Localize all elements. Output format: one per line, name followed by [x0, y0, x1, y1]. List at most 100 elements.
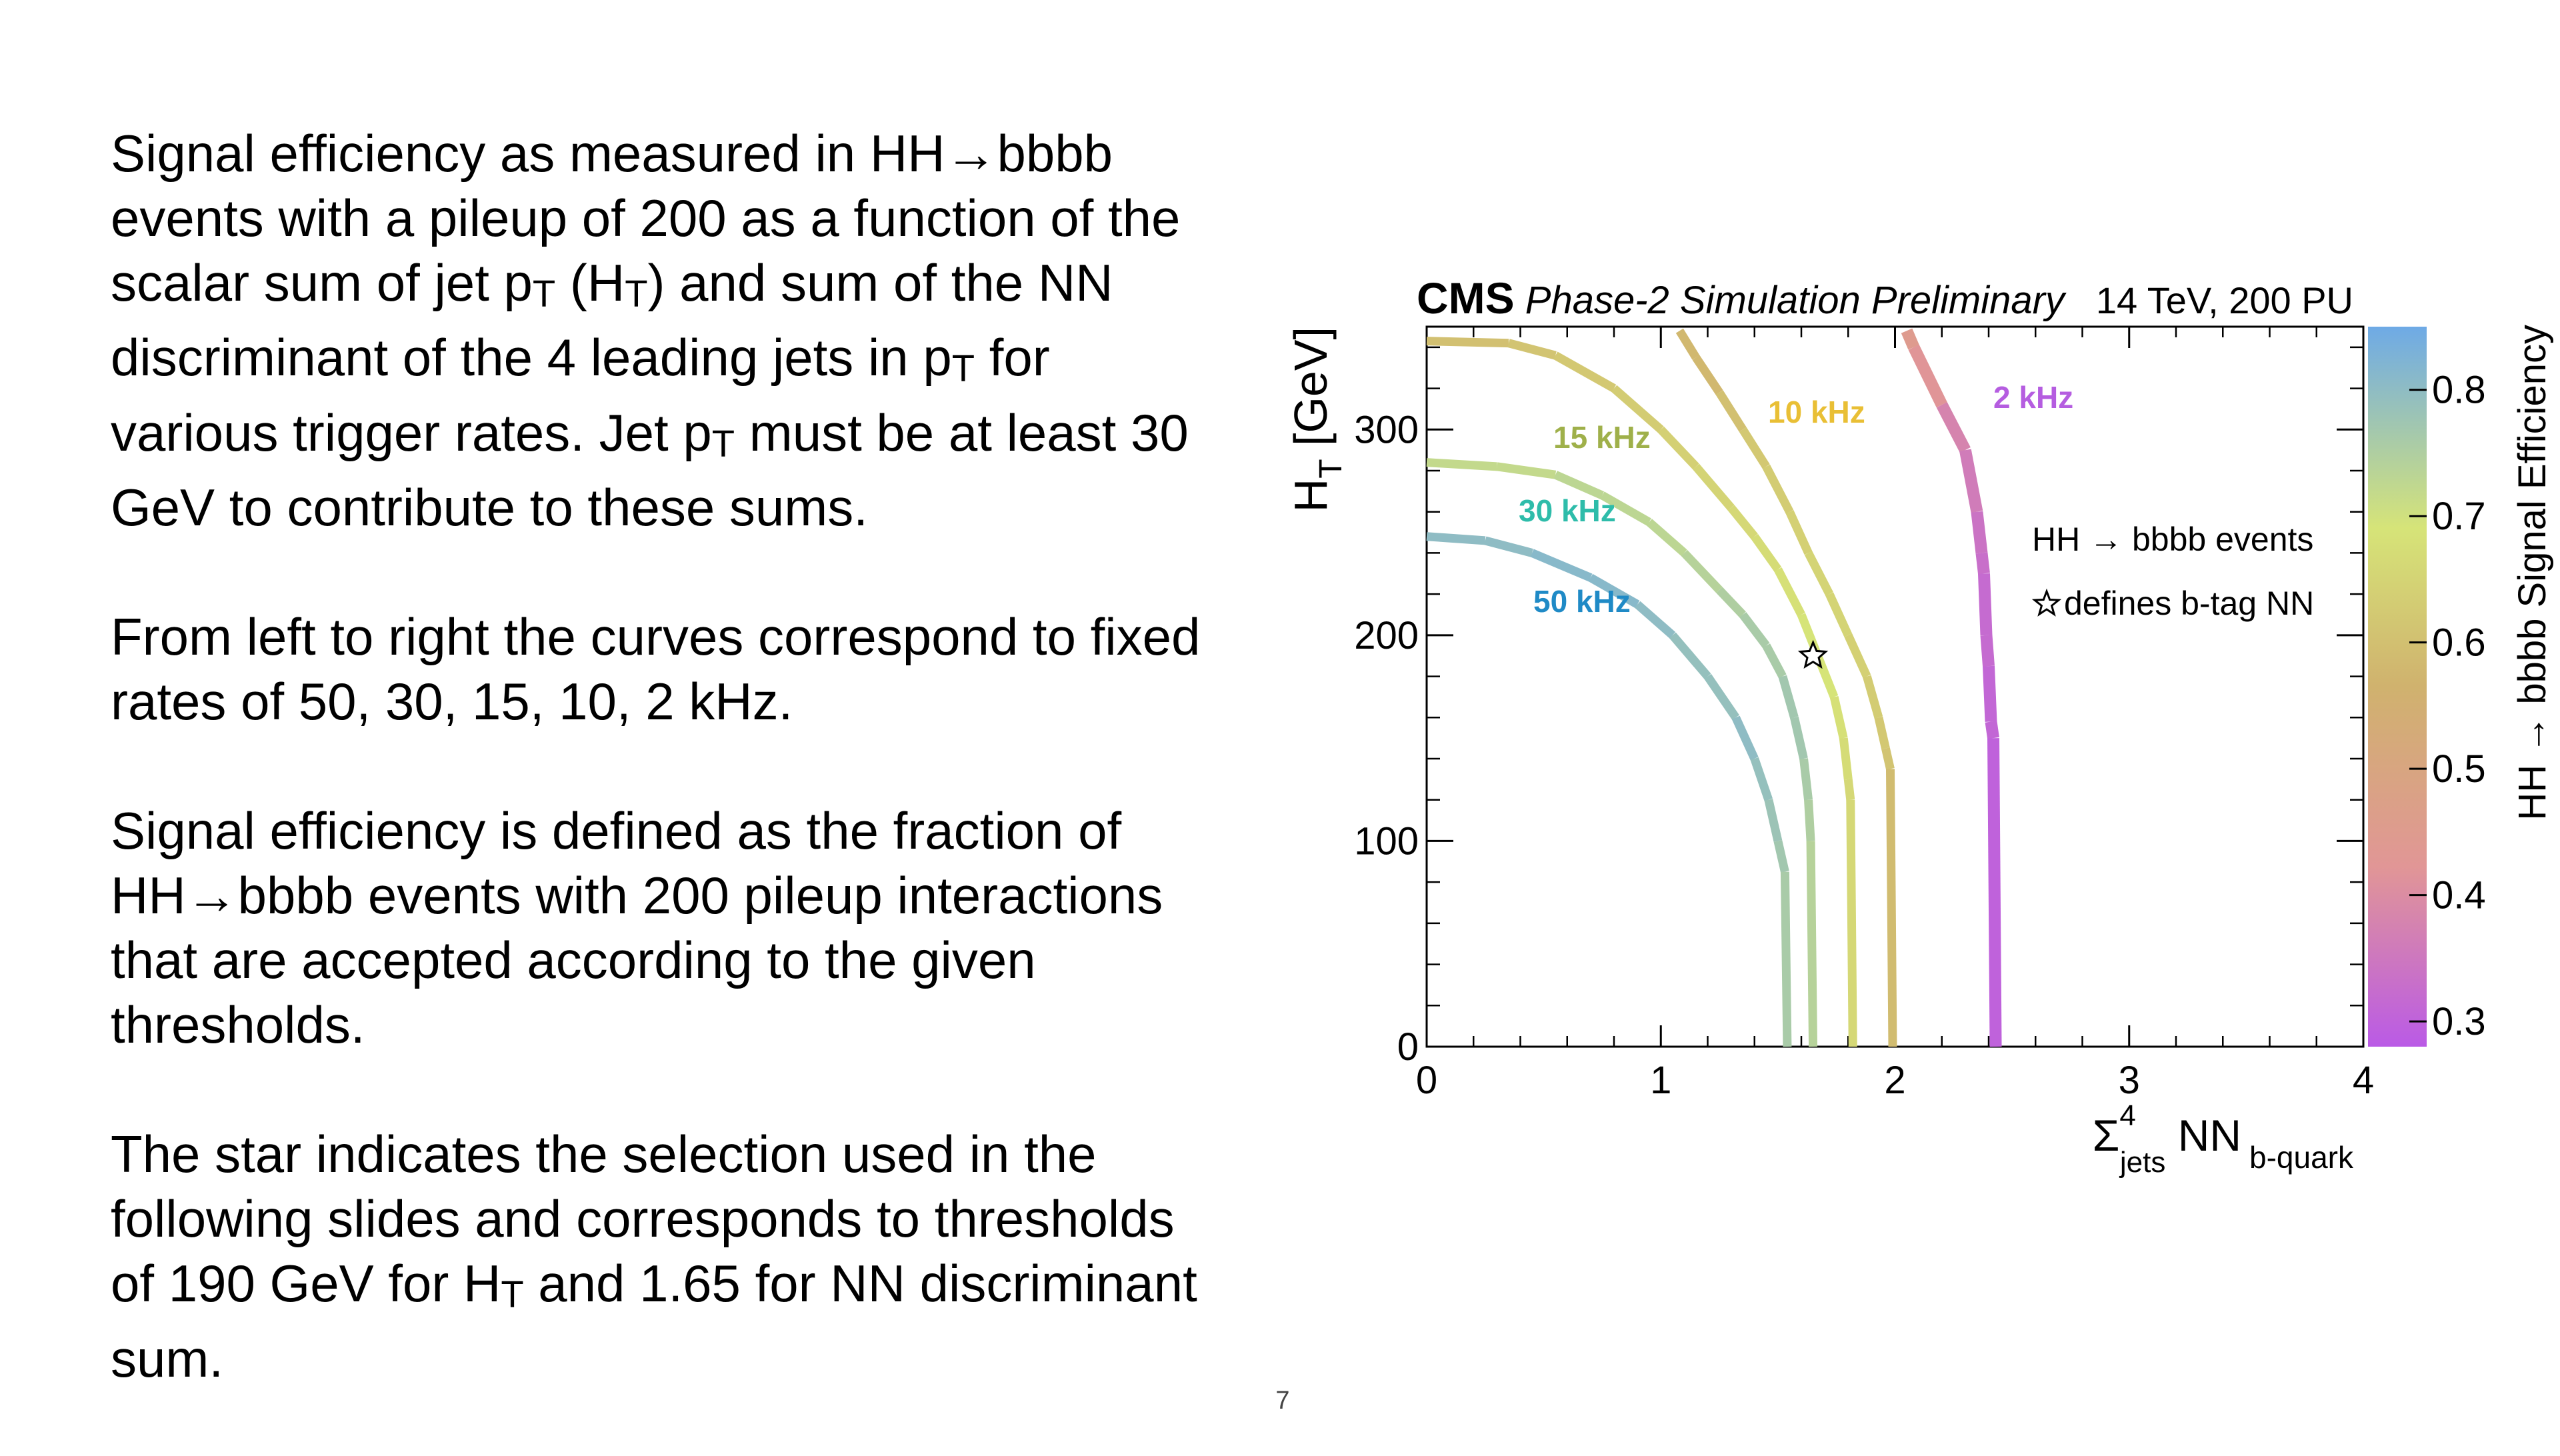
chart-header: CMS Phase-2 Simulation Preliminary	[1417, 273, 2067, 323]
paragraph-4: The star indicates the selection used in…	[111, 1122, 1204, 1391]
paragraph-text-run: and 1.65 for NN discriminant sum.	[111, 1254, 1197, 1388]
curve-segment	[1790, 716, 1808, 760]
simulation-label: Phase-2 Simulation Preliminary	[1515, 279, 2067, 322]
curve-segment	[1692, 463, 1735, 511]
paragraph-3: Signal efficiency is defined as the frac…	[111, 799, 1204, 1057]
energy-label: 14 TeV, 200 PU	[2096, 279, 2353, 321]
curve-segment	[1806, 841, 1818, 1047]
curve-segment	[1980, 635, 1995, 667]
curve-segment	[1844, 633, 1871, 679]
curve-segment	[1762, 643, 1787, 679]
x-tick-label: 4	[2353, 1059, 2374, 1102]
x-tick-label: 2	[1884, 1059, 1905, 1102]
paragraph-text-run: Signal efficiency is defined as the frac…	[111, 801, 1122, 925]
cms-label: CMS	[1417, 273, 1515, 323]
colorbar-tick-label: 0.8	[2432, 369, 2486, 412]
colorbar-tick-label: 0.5	[2432, 747, 2486, 791]
curve-segment	[1971, 511, 1988, 554]
y-axis-sub: T	[1313, 459, 1349, 478]
curve-segment	[1825, 592, 1853, 637]
curve-segment	[1553, 351, 1617, 393]
curve-segment	[1692, 355, 1723, 395]
curve-segment	[1975, 552, 1990, 575]
curve-segment	[1727, 505, 1758, 539]
series-15-khz	[1426, 337, 1857, 1047]
paragraph-1: Signal efficiency as measured in HH→bbbb…	[111, 121, 1204, 540]
description-text: Signal efficiency as measured in HH→bbbb…	[111, 121, 1204, 1456]
curve-segment	[1426, 337, 1509, 348]
curve-segment	[1611, 385, 1664, 433]
curve-segment	[1715, 390, 1747, 432]
curve-segment	[1936, 402, 1971, 453]
curve-segment	[1426, 458, 1497, 471]
y-axis-main: H	[1285, 479, 1337, 513]
curve-segment	[1804, 799, 1815, 841]
subscript-text: T	[532, 272, 556, 315]
legend-star-icon	[2031, 588, 2062, 617]
colorbar-title: HH → bbbb Signal Efficiency	[2511, 325, 2554, 821]
curve-segment	[1739, 612, 1770, 649]
colorbar	[2368, 327, 2427, 1047]
curve-segment	[1881, 747, 1895, 770]
legend-text: HH → bbbb events	[2032, 521, 2313, 558]
curve-segment	[1985, 721, 1999, 739]
subscript-text: T	[951, 347, 975, 389]
curve-segment	[1785, 510, 1813, 555]
curve-segment	[1799, 758, 1813, 801]
curve-segment	[1983, 665, 1997, 722]
colorbar-tick-label: 0.6	[2432, 621, 2486, 665]
x-axis-tail: b-quark	[2249, 1140, 2354, 1175]
colorbar-tick-label: 0.7	[2432, 495, 2486, 538]
y-axis-unit: [GeV]	[1285, 327, 1337, 459]
curve-segment	[1762, 464, 1794, 514]
curve-segment	[1977, 573, 1993, 636]
curve-segment	[1634, 601, 1676, 639]
curve-segment	[1657, 426, 1699, 470]
curve-segment	[1704, 673, 1740, 720]
x-axis-sigma: Σ	[2093, 1111, 2120, 1160]
curve-segment	[1901, 328, 1919, 350]
y-tick-label: 0	[1397, 1025, 1419, 1069]
curve-segment	[1731, 715, 1759, 761]
subscript-text: T	[711, 422, 735, 465]
paragraph-text-run: The star indicates the selection used in…	[111, 1125, 1175, 1313]
paragraph-2: From left to right the curves correspond…	[111, 605, 1204, 734]
curve-segment	[1507, 339, 1557, 360]
paragraph-text-run: From left to right the curves correspond…	[111, 607, 1201, 731]
curve-segment	[1843, 779, 1855, 801]
paragraph-text-run: bbbb events with a pileup of 200 as a fu…	[111, 124, 1181, 312]
curve-segment	[1675, 328, 1700, 360]
curve-segment	[1739, 427, 1770, 469]
paragraph-text-run: →	[185, 866, 238, 925]
series-50-khz	[1426, 532, 1792, 1047]
curve-segment	[1484, 536, 1533, 557]
curve-segment	[1774, 567, 1805, 617]
curve-segment	[1987, 738, 2002, 1047]
subscript-text: T	[501, 1273, 524, 1315]
legend-star-text: defines b-tag NN	[2064, 585, 2314, 622]
curve-segment	[1773, 839, 1789, 873]
curve-segment	[1908, 344, 1947, 408]
curve-segment	[1764, 799, 1783, 842]
curve-segment	[1681, 549, 1723, 593]
colorbar-tick-label: 0.3	[2432, 1000, 2486, 1043]
curve-label: 50 kHz	[1533, 584, 1631, 619]
curve-segment	[1846, 799, 1857, 1047]
curve-segment	[1829, 695, 1848, 739]
curve-segment	[1804, 551, 1833, 597]
series-10-khz	[1675, 328, 1897, 1047]
y-tick-label: 300	[1354, 408, 1419, 451]
x-tick-label: 3	[2119, 1059, 2140, 1102]
curve-segment	[1959, 449, 1983, 513]
y-tick-label: 200	[1354, 614, 1419, 657]
y-axis-title: HT [GeV]	[1285, 327, 1349, 512]
curve-segment	[1839, 737, 1853, 780]
curve-segment	[1863, 675, 1883, 719]
curve-segment	[1874, 716, 1890, 750]
paragraph-text-run: for various trigger rates. Jet p	[111, 328, 1050, 462]
curve-segment	[1426, 532, 1486, 545]
x-tick-label: 0	[1416, 1059, 1437, 1102]
x-axis-title: Σ4 jets NN b-quark	[2093, 1099, 2354, 1179]
curve-segment	[1780, 871, 1792, 1047]
